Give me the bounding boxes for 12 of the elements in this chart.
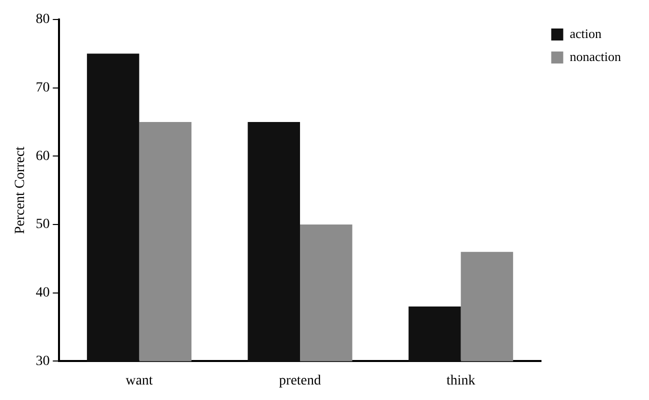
y-tick-label: 70 [36,80,50,96]
y-axis-title: Percent Correct [13,146,28,234]
y-tick-label: 30 [36,354,50,369]
legend-label: action [570,26,602,41]
x-tick-label: pretend [279,373,322,388]
x-tick-label: think [446,373,476,388]
x-tick-label: want [126,373,153,388]
y-tick-label: 50 [36,217,50,232]
y-tick-label: 60 [36,148,50,164]
y-tick-label: 40 [36,286,50,301]
legend-label: nonaction [570,48,622,64]
y-tick-label: 80 [36,12,50,28]
